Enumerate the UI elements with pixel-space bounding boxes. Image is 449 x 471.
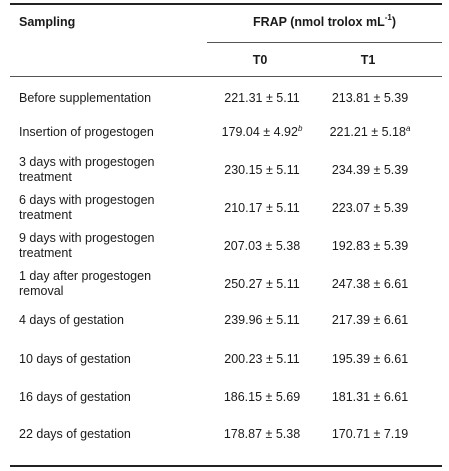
header-frap-exponent: -1 [384, 13, 392, 22]
row-label-line: 3 days with progestogen [19, 155, 155, 169]
cell-t1-value: 247.38 ± 6.61 [331, 276, 409, 291]
significance-superscript: a [405, 123, 411, 133]
row-label-line: Before supplementation [19, 90, 152, 105]
cell-t1: 223.07 ± 5.39 [318, 201, 422, 216]
cell-t0-value: 230.15 ± 5.11 [224, 162, 300, 177]
cell-t1: 221.21 ± 5.18a [318, 123, 422, 140]
cell-t0: 200.23 ± 5.11 [210, 352, 314, 367]
row-label: 4 days of gestation [19, 313, 209, 328]
row-label-line: treatment [19, 170, 72, 184]
row-label: 16 days of gestation [19, 390, 209, 405]
table-row: Before supplementation 221.31 ± 5.11 213.8… [0, 91, 449, 106]
cell-t0: 221.31 ± 5.11 [210, 91, 314, 106]
row-label-line: treatment [19, 208, 72, 222]
row-label-line: 6 days with progestogen [19, 193, 155, 207]
row-label: 10 days of gestation [19, 352, 209, 367]
row-label-line: 16 days of gestation [19, 389, 131, 404]
header-rule [10, 76, 442, 77]
cell-t1: 217.39 ± 6.61 [318, 313, 422, 328]
cell-t1-value: 221.21 ± 5.18 [329, 124, 406, 139]
row-label-line: 9 days with progestogen [19, 231, 155, 245]
cell-t1: 213.81 ± 5.39 [318, 91, 422, 106]
cell-t0-value: 179.04 ± 4.92 [221, 124, 298, 139]
cell-t0: 186.15 ± 5.69 [210, 390, 314, 405]
cell-t0-value: 210.17 ± 5.11 [224, 200, 300, 215]
row-label-line: 4 days of gestation [19, 312, 124, 327]
row-label: 22 days of gestation [19, 427, 209, 442]
cell-t0: 250.27 ± 5.11 [210, 277, 314, 292]
bottom-rule [10, 465, 442, 467]
cell-t1-value: 213.81 ± 5.39 [331, 90, 409, 105]
table-row: 1 day after progestogen removal 250.27 ± 5… [0, 269, 449, 299]
table-row: Insertion of progestogen 179.04 ± 4.92b 22… [0, 123, 449, 140]
row-label: Insertion of progestogen [19, 125, 209, 140]
cell-t0: 178.87 ± 5.38 [210, 427, 314, 442]
row-label: Before supplementation [19, 91, 209, 106]
table-row: 6 days with progestogen treatment 210.17 ±… [0, 193, 449, 223]
header-sampling: Sampling [19, 15, 76, 29]
table-row: 3 days with progestogen treatment 230.15 ±… [0, 155, 449, 185]
cell-t1: 234.39 ± 5.39 [318, 163, 422, 178]
table-row: 22 days of gestation 178.87 ± 5.38 170.71 … [0, 427, 449, 442]
header-frap-text: FRAP (nmol trolox mL [252, 15, 385, 29]
cell-t1: 247.38 ± 6.61 [318, 277, 422, 292]
cell-t0: 230.15 ± 5.11 [210, 163, 314, 178]
cell-t0: 239.96 ± 5.11 [210, 313, 314, 328]
header-frap: FRAP (nmol trolox mL-1) [207, 13, 442, 30]
cell-t1-value: 181.31 ± 6.61 [331, 389, 409, 404]
row-label-line: treatment [19, 246, 72, 260]
row-label-line: 22 days of gestation [19, 426, 131, 441]
cell-t1: 181.31 ± 6.61 [318, 390, 422, 405]
row-label-line: 10 days of gestation [19, 351, 131, 366]
header-t0: T0 [252, 53, 268, 67]
cell-t0-value: 239.96 ± 5.11 [224, 312, 300, 327]
cell-t0-value: 250.27 ± 5.11 [224, 276, 300, 291]
cell-t0-value: 186.15 ± 5.69 [223, 389, 301, 404]
cell-t0: 207.03 ± 5.38 [210, 239, 314, 254]
table-row: 16 days of gestation 186.15 ± 5.69 181.31 … [0, 390, 449, 405]
cell-t0-value: 200.23 ± 5.11 [224, 351, 300, 366]
cell-t1-value: 223.07 ± 5.39 [331, 200, 409, 215]
header-t1: T1 [360, 53, 376, 67]
table-row: 4 days of gestation 239.96 ± 5.11 217.39 ±… [0, 313, 449, 328]
cell-t1-value: 192.83 ± 5.39 [331, 238, 409, 253]
cell-t0-value: 178.87 ± 5.38 [223, 426, 301, 441]
row-label-line: Insertion of progestogen [19, 124, 154, 139]
cell-t1-value: 234.39 ± 5.39 [331, 162, 409, 177]
table-row: 10 days of gestation 200.23 ± 5.11 195.39 … [0, 352, 449, 367]
header-frap-close: ) [391, 15, 396, 29]
cell-t1: 195.39 ± 6.61 [318, 352, 422, 367]
cell-t0: 210.17 ± 5.11 [210, 201, 314, 216]
row-label-line: 1 day after progestogen [19, 269, 152, 283]
table-row: 9 days with progestogen treatment 207.03 ±… [0, 231, 449, 261]
cell-t1: 192.83 ± 5.39 [318, 239, 422, 254]
cell-t1: 170.71 ± 7.19 [318, 427, 422, 442]
cell-t0: 179.04 ± 4.92b [210, 123, 314, 140]
row-label: 9 days with progestogen treatment [19, 231, 209, 261]
row-label-line: removal [19, 284, 64, 298]
cell-t1-value: 195.39 ± 6.61 [331, 351, 409, 366]
significance-superscript: b [297, 123, 303, 133]
cell-t1-value: 170.71 ± 7.19 [331, 426, 409, 441]
cell-t0-value: 221.31 ± 5.11 [224, 90, 300, 105]
cell-t1-value: 217.39 ± 6.61 [331, 312, 409, 327]
row-label: 1 day after progestogen removal [19, 269, 209, 299]
row-label: 6 days with progestogen treatment [19, 193, 209, 223]
spanner-rule [207, 42, 442, 43]
cell-t0-value: 207.03 ± 5.38 [223, 238, 301, 253]
row-label: 3 days with progestogen treatment [19, 155, 209, 185]
top-rule [10, 3, 442, 5]
